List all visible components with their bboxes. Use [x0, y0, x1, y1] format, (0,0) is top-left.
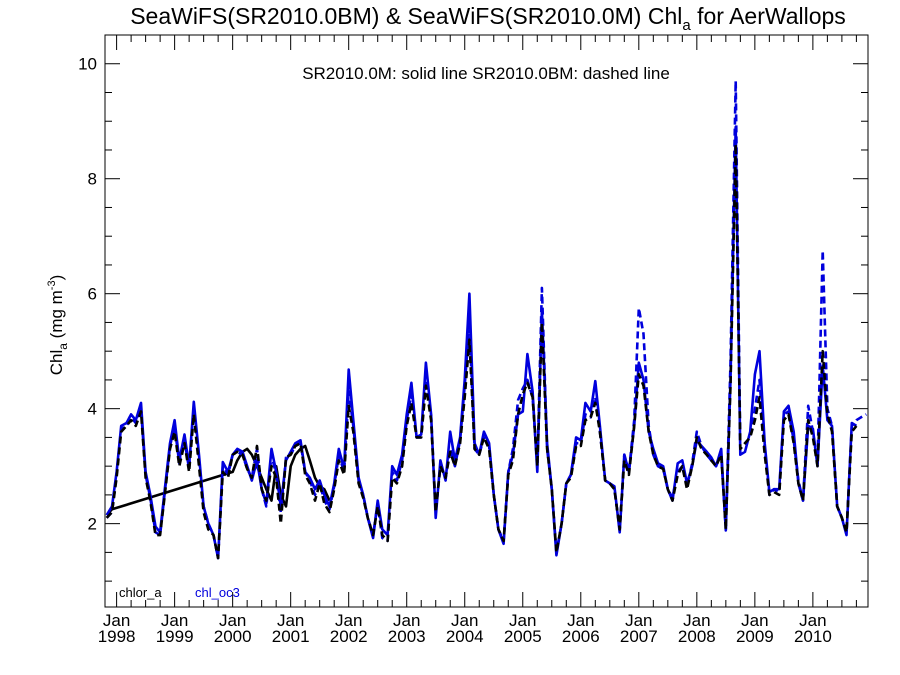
axis-ticks: [105, 35, 868, 607]
x-tick-label-year: 2009: [736, 627, 774, 646]
line-style-annotation: SR2010.0M: solid line SR2010.0BM: dashed…: [302, 64, 670, 83]
x-tick-label-year: 2008: [678, 627, 716, 646]
chart-title: SeaWiFS(SR2010.0BM) & SeaWiFS(SR2010.0M)…: [130, 3, 846, 34]
x-tick-label-year: 2004: [446, 627, 484, 646]
x-tick-label-year: 2005: [504, 627, 542, 646]
x-tick-label-year: 2003: [388, 627, 426, 646]
x-tick-label-month: Jan: [741, 611, 768, 630]
y-tick-label: 4: [88, 400, 97, 419]
legend-entry-chl_oc3: chl_oc3: [195, 585, 240, 600]
x-tick-label-month: Jan: [393, 611, 420, 630]
x-tick-label-month: Jan: [683, 611, 710, 630]
ylabel-unit: (mg m: [47, 290, 66, 343]
series-line-chlor_a-sr2010-0bm: [105, 142, 858, 560]
title-tail: for AerWallops: [691, 3, 846, 29]
x-tick-label-month: Jan: [103, 611, 130, 630]
x-tick-label-month: Jan: [161, 611, 188, 630]
x-tick-label-year: 2007: [620, 627, 658, 646]
series-line-chl_oc3-sr2010-0m: [105, 125, 858, 560]
ylabel-exponent: -3: [46, 280, 58, 290]
x-tick-label-year: 2001: [272, 627, 310, 646]
x-tick-label-month: Jan: [625, 611, 652, 630]
y-axis-label: Chla (mg m-3): [46, 275, 70, 376]
x-tick-label-month: Jan: [509, 611, 536, 630]
x-tick-label-year: 2010: [794, 627, 832, 646]
x-tick-label-year: 1998: [98, 627, 136, 646]
x-tick-label-month: Jan: [219, 611, 246, 630]
legend-entry-chlor_a: chlor_a: [119, 585, 162, 600]
x-tick-label-year: 2002: [330, 627, 368, 646]
data-series: [105, 79, 867, 560]
x-tick-label-month: Jan: [277, 611, 304, 630]
ylabel-close: ): [47, 275, 66, 281]
ylabel-main: Chl: [47, 350, 66, 376]
series-line-chlor_a-sr2010-0m: [105, 444, 331, 516]
legend: chlor_a chl_oc3: [119, 585, 240, 600]
x-tick-label-year: 2000: [214, 627, 252, 646]
x-tick-label-month: Jan: [335, 611, 362, 630]
x-tick-label-month: Jan: [451, 611, 478, 630]
plot-frame: [104, 34, 869, 608]
x-tick-label-month: Jan: [567, 611, 594, 630]
ylabel-subscript: a: [56, 343, 70, 350]
y-tick-label: 8: [88, 170, 97, 189]
y-tick-label: 2: [88, 515, 97, 534]
title-subscript: a: [682, 17, 691, 34]
y-tick-label: 10: [78, 55, 97, 74]
title-main: SeaWiFS(SR2010.0BM) & SeaWiFS(SR2010.0M)…: [130, 3, 682, 29]
tick-labels: 246810Jan1998Jan1999Jan2000Jan2001Jan200…: [78, 55, 832, 646]
y-tick-label: 6: [88, 285, 97, 304]
x-tick-label-year: 2006: [562, 627, 600, 646]
x-tick-label-month: Jan: [799, 611, 826, 630]
x-tick-label-year: 1999: [156, 627, 194, 646]
